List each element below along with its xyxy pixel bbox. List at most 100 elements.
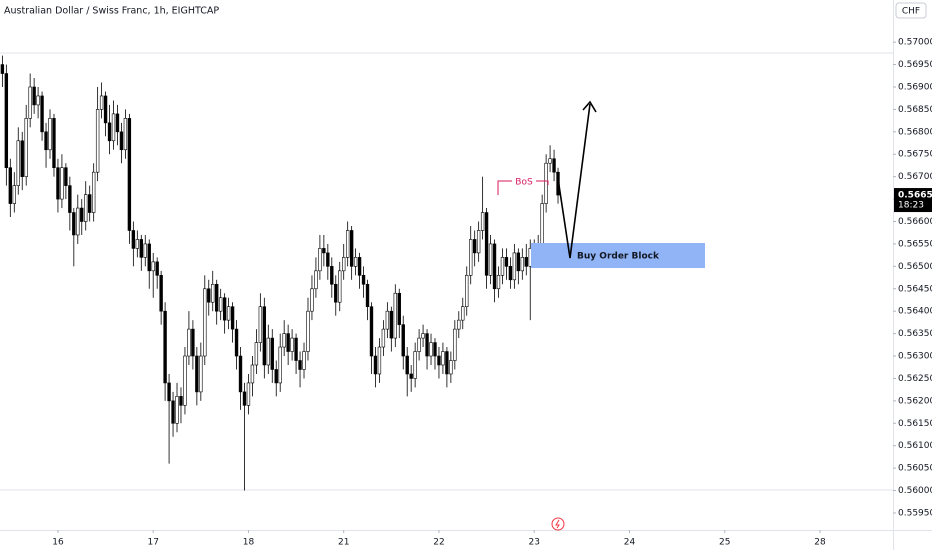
candle-body <box>36 95 40 106</box>
candle-body <box>199 355 203 393</box>
candle-body <box>429 342 433 357</box>
candle-body <box>461 306 465 321</box>
candle-body <box>203 288 207 357</box>
candle-body <box>175 396 179 424</box>
candle-body <box>270 337 274 370</box>
candle-body <box>381 328 386 348</box>
candle-body <box>488 243 493 276</box>
candle-body <box>88 194 92 213</box>
candle-body <box>453 328 457 361</box>
y-tick-label: 0.56300 <box>898 352 932 362</box>
candle-body <box>40 95 44 133</box>
candle-body <box>548 158 552 164</box>
candle-body <box>377 346 382 375</box>
candle-body <box>246 382 251 406</box>
candle-body <box>401 324 405 357</box>
y-tick-label: 0.56550 <box>898 239 932 249</box>
order-block-label: Buy Order Block <box>577 252 660 262</box>
candle-body <box>286 333 290 352</box>
candle-body <box>115 113 120 133</box>
candle-body <box>99 95 104 110</box>
candle-body <box>143 243 147 258</box>
candle-body <box>496 275 501 290</box>
candle-body <box>226 306 231 321</box>
y-tick-label: 0.56200 <box>898 396 932 406</box>
event-bolt <box>555 519 560 529</box>
countdown: 18:23 <box>898 201 924 211</box>
y-tick-label: 0.56250 <box>898 374 932 384</box>
event-icon[interactable] <box>551 517 565 531</box>
candle-body <box>103 95 108 124</box>
candle-body <box>0 64 5 74</box>
candle-body <box>195 355 199 393</box>
candle-body <box>123 118 128 151</box>
y-tick-label: 0.56150 <box>898 419 932 429</box>
candle-body <box>135 239 140 249</box>
candle-body <box>441 351 445 366</box>
candle-body <box>179 396 183 406</box>
y-tick-label: 0.56900 <box>898 82 932 92</box>
candle-body <box>334 283 338 303</box>
candle-body <box>338 270 342 303</box>
candle-body <box>393 292 397 339</box>
candle-body <box>413 351 417 379</box>
candle-body <box>242 391 247 406</box>
candle-body <box>215 283 219 312</box>
candle-body <box>183 355 187 406</box>
candle-body <box>437 355 441 366</box>
candle-body <box>24 118 28 177</box>
candle-body <box>504 257 509 267</box>
candle-body <box>524 257 528 267</box>
x-tick-label: 16 <box>52 538 64 548</box>
candle-body <box>139 239 143 258</box>
x-tick-label: 22 <box>433 538 444 548</box>
candle-body <box>48 118 52 151</box>
candle-body <box>465 275 469 308</box>
candle-body <box>469 239 473 276</box>
candle-body <box>163 310 167 384</box>
candle-body <box>262 306 267 366</box>
candle-body <box>68 185 72 213</box>
arrow-head <box>582 100 597 113</box>
x-tick-label: 18 <box>243 538 255 548</box>
candle-body <box>44 131 48 151</box>
candle-body <box>28 86 32 119</box>
x-tick-label: 28 <box>814 538 826 548</box>
candle-body <box>449 360 453 375</box>
candle-body <box>84 194 88 222</box>
candle-body <box>520 257 524 272</box>
candle-body <box>512 252 517 281</box>
candle-body <box>282 333 286 348</box>
bos-bg <box>512 175 536 187</box>
candle-body <box>254 342 259 366</box>
candle-body <box>155 261 159 276</box>
y-tick-label: 0.56000 <box>898 486 932 496</box>
candle-body <box>4 73 9 168</box>
candle-body <box>60 167 64 200</box>
candle-body <box>373 355 378 375</box>
candle-body <box>278 346 282 384</box>
candle-body <box>385 310 390 330</box>
candle-body <box>218 297 223 312</box>
candle-body <box>318 248 322 272</box>
candle-body <box>187 328 191 357</box>
candle-body <box>294 337 298 361</box>
candle-body <box>167 382 171 402</box>
candle-body <box>32 86 36 106</box>
candle-body <box>349 230 354 267</box>
candle-body <box>445 351 449 375</box>
candle-body <box>345 230 350 258</box>
candle-body <box>314 270 318 290</box>
candle-body <box>409 373 413 379</box>
candle-body <box>500 257 505 276</box>
candle-body <box>369 306 374 357</box>
x-tick-label: 24 <box>624 538 636 548</box>
candle-body <box>357 257 362 276</box>
candle-body <box>342 257 346 272</box>
candle-body <box>492 243 497 290</box>
candle-body <box>211 283 215 303</box>
currency-box[interactable] <box>895 2 927 19</box>
candle-body <box>480 212 485 231</box>
currency[interactable]: CHF <box>902 7 920 17</box>
